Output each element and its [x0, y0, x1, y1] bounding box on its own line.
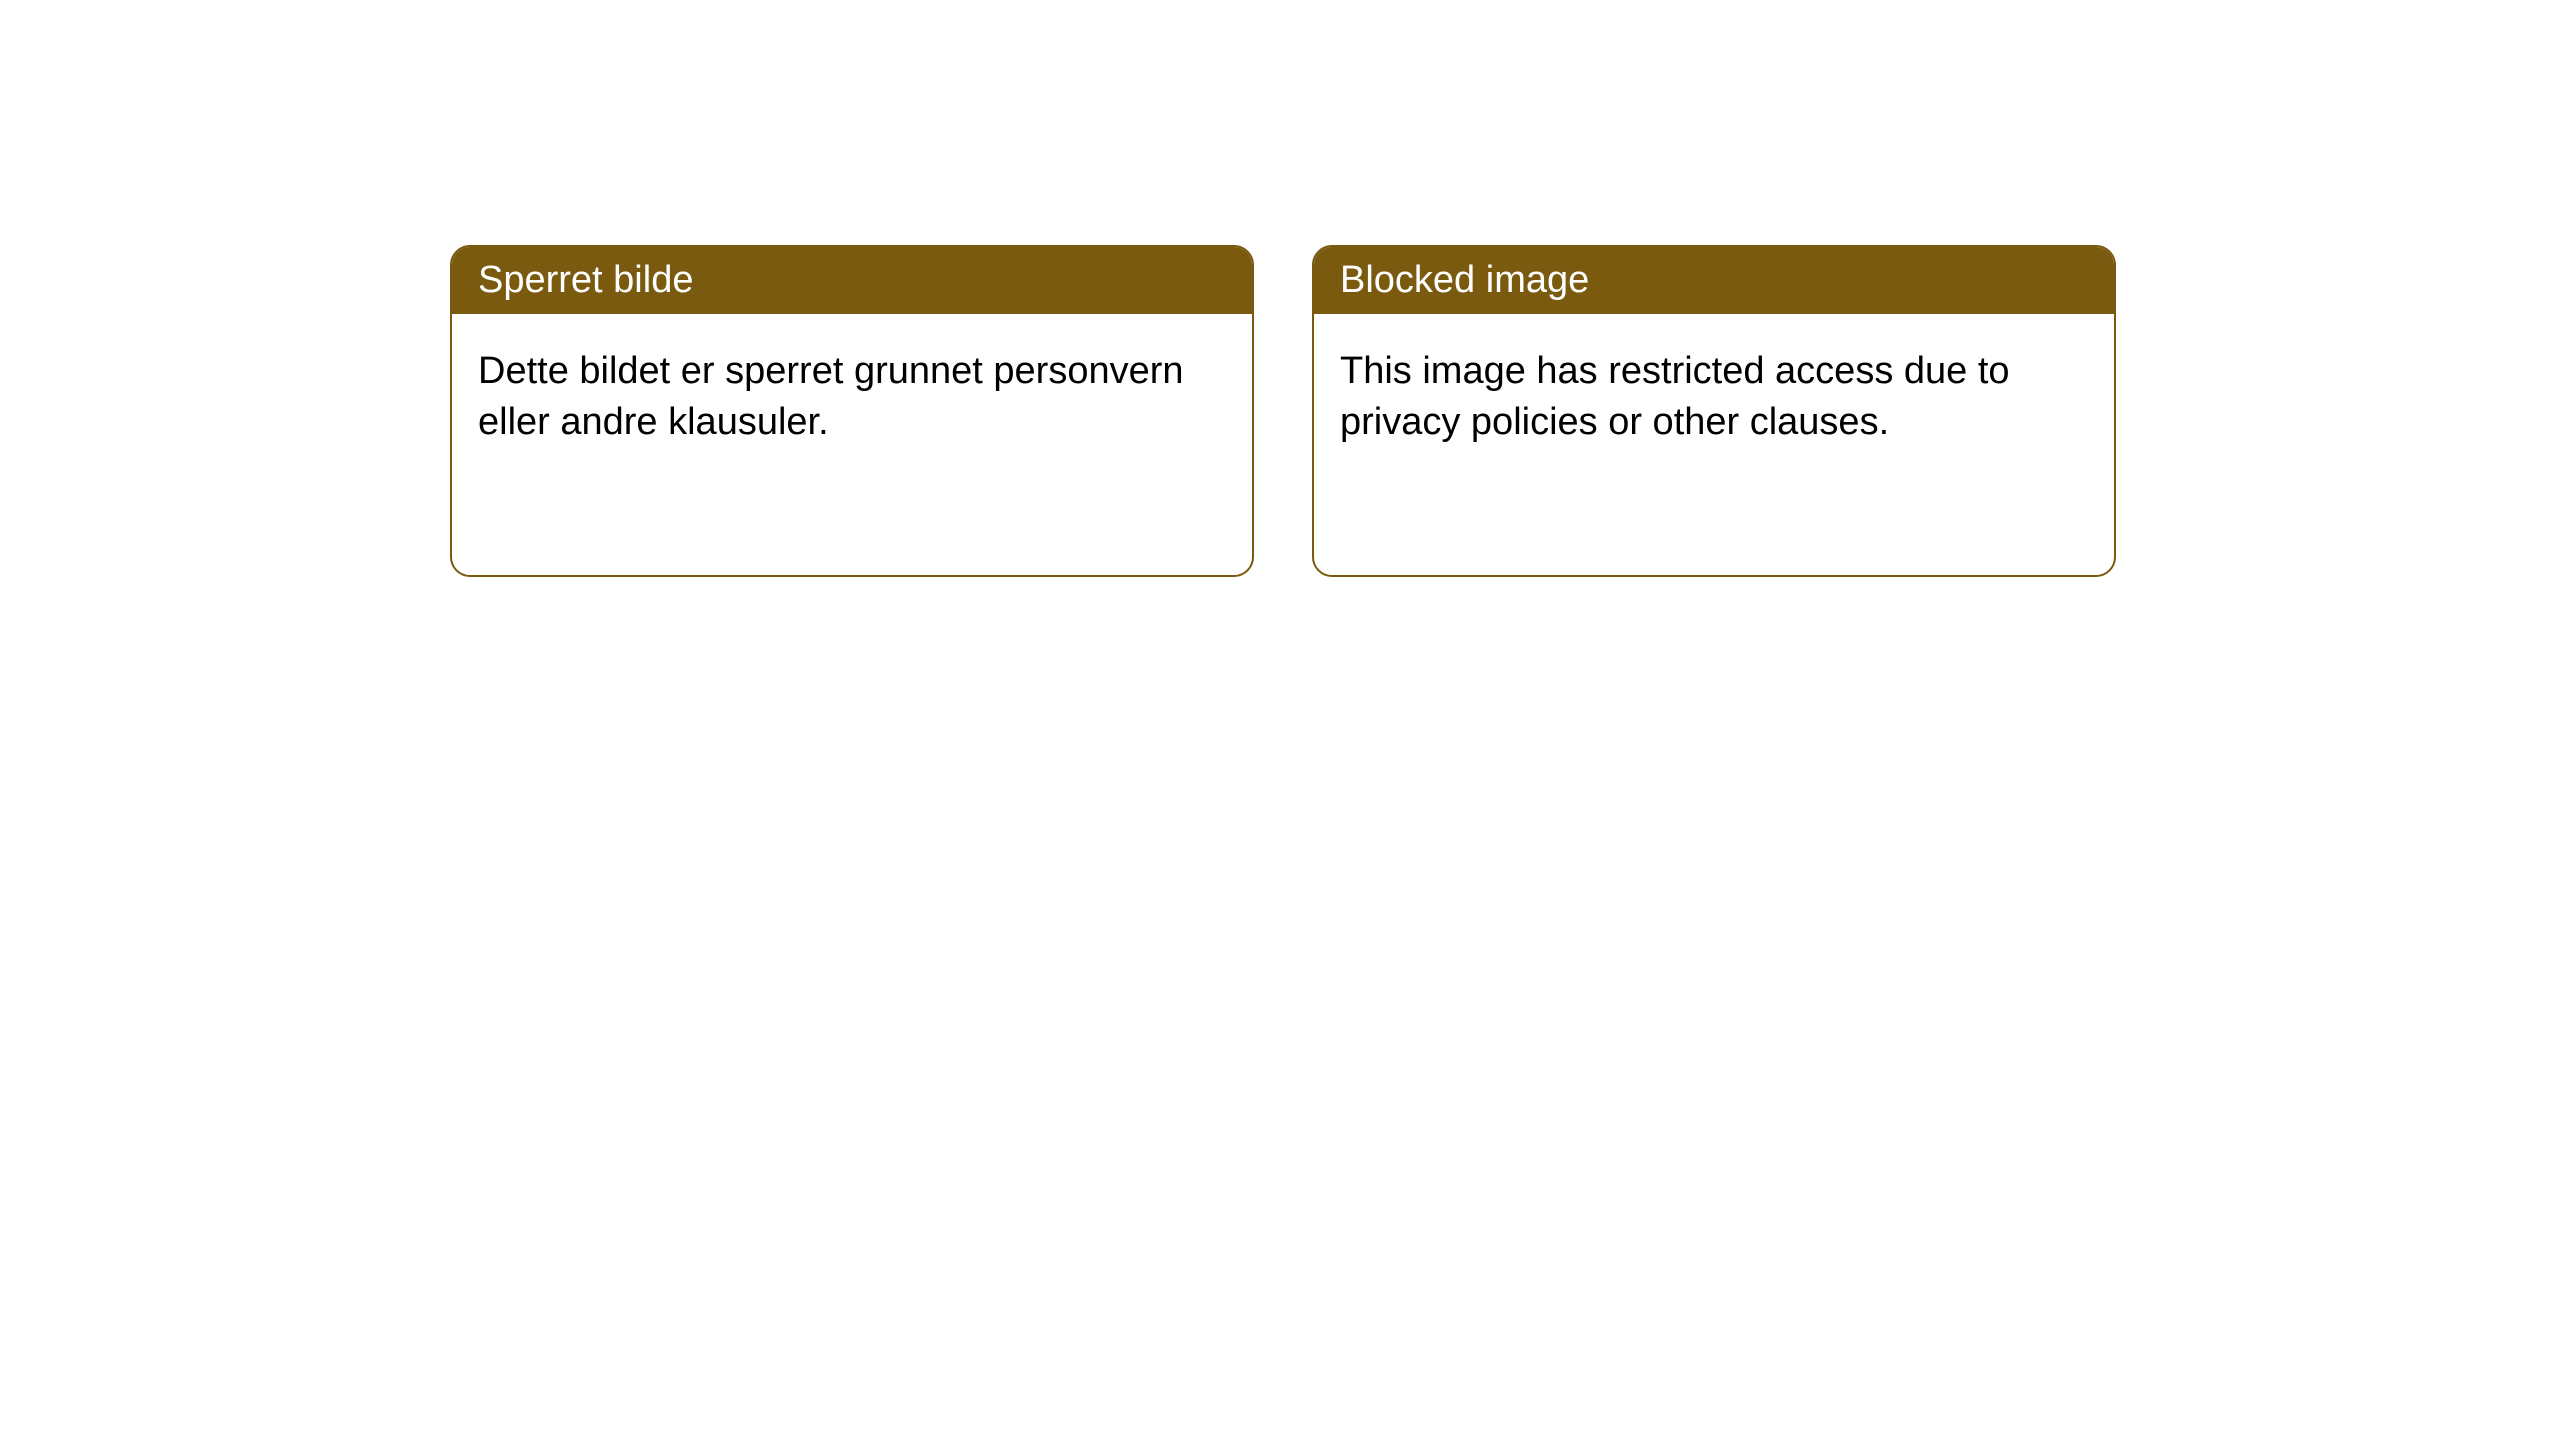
notice-card-title: Sperret bilde: [452, 247, 1252, 314]
notice-container: Sperret bilde Dette bildet er sperret gr…: [0, 0, 2560, 577]
notice-card-title: Blocked image: [1314, 247, 2114, 314]
notice-card-norwegian: Sperret bilde Dette bildet er sperret gr…: [450, 245, 1254, 577]
notice-card-english: Blocked image This image has restricted …: [1312, 245, 2116, 577]
notice-card-body: Dette bildet er sperret grunnet personve…: [452, 314, 1252, 481]
notice-card-body: This image has restricted access due to …: [1314, 314, 2114, 481]
